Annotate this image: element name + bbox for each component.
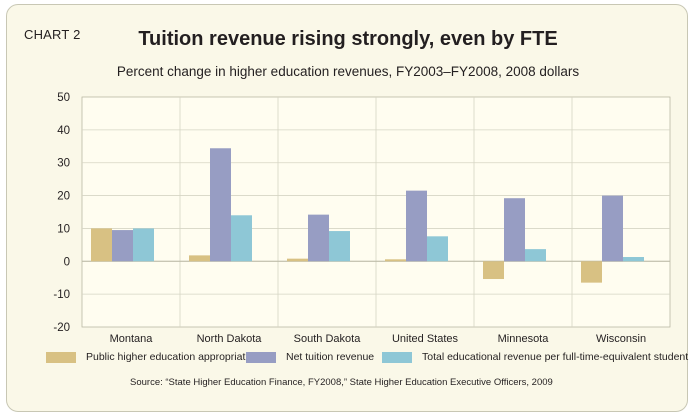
y-tick-label: 40 bbox=[57, 125, 70, 137]
legend-label: Net tuition revenue bbox=[286, 351, 375, 363]
x-category-label: United States bbox=[392, 333, 459, 345]
legend-label: Total educational revenue per full-time-… bbox=[422, 351, 689, 363]
y-tick-label: 30 bbox=[57, 158, 70, 170]
x-category-label: North Dakota bbox=[197, 333, 263, 345]
bar-1 bbox=[287, 258, 308, 262]
source-note: Source: “State Higher Education Finance,… bbox=[130, 377, 553, 388]
bar-2 bbox=[406, 190, 427, 262]
bar-1 bbox=[581, 261, 602, 283]
y-tick-label: -20 bbox=[53, 322, 70, 334]
bar-3 bbox=[133, 228, 154, 262]
bar-3 bbox=[231, 215, 252, 262]
legend-item-net-tuition: Net tuition revenue bbox=[246, 351, 374, 363]
y-tick-label: 0 bbox=[64, 256, 70, 268]
bar-2 bbox=[112, 230, 133, 262]
chart-label: CHART 2 bbox=[24, 27, 81, 42]
bar-2 bbox=[210, 148, 231, 262]
bar-3 bbox=[329, 231, 350, 262]
bar-3 bbox=[427, 236, 448, 262]
bar-1 bbox=[483, 261, 504, 280]
bar-2 bbox=[308, 214, 329, 262]
legend-swatch bbox=[46, 351, 76, 363]
legend: Public higher education appropriations N… bbox=[46, 351, 688, 367]
bar-2 bbox=[504, 198, 525, 262]
chart-title: Tuition revenue rising strongly, even by… bbox=[138, 28, 558, 50]
y-tick-label: -10 bbox=[53, 289, 70, 301]
legend-item-appropriations: Public higher education appropriations bbox=[46, 351, 265, 363]
legend-item-total-per-fte: Total educational revenue per full-time-… bbox=[382, 351, 688, 363]
bar-3 bbox=[525, 249, 546, 262]
bar-2 bbox=[602, 195, 623, 262]
y-tick-label: 10 bbox=[57, 223, 70, 235]
x-category-label: South Dakota bbox=[294, 333, 362, 345]
legend-label: Public higher education appropriations bbox=[86, 351, 265, 363]
x-category-label: Montana bbox=[110, 333, 154, 345]
bar-1 bbox=[189, 255, 210, 262]
chart-subtitle: Percent change in higher education reven… bbox=[116, 64, 580, 79]
x-category-label: Wisconsin bbox=[596, 333, 646, 345]
bar-1 bbox=[385, 259, 406, 262]
legend-swatch bbox=[382, 351, 412, 363]
y-tick-label: 50 bbox=[57, 92, 70, 104]
legend-swatch bbox=[246, 351, 276, 363]
bar-1 bbox=[91, 228, 112, 262]
y-tick-label: 20 bbox=[57, 191, 70, 203]
x-category-label: Minnesota bbox=[498, 333, 550, 345]
bar-3 bbox=[623, 257, 644, 262]
